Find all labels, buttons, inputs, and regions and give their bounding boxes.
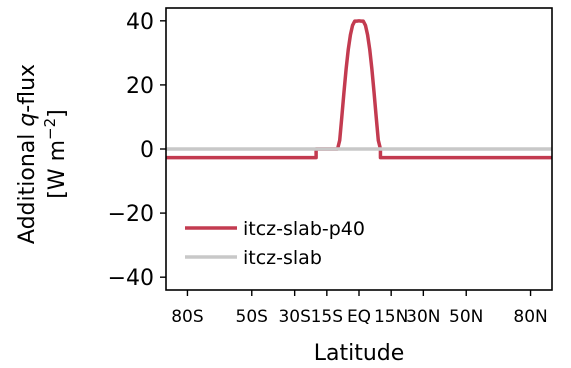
- y-tick-label: −40: [108, 266, 154, 291]
- x-tick-label: 50S: [236, 307, 268, 327]
- legend-label: itcz-slab: [243, 247, 322, 269]
- legend: itcz-slab-p40 itcz-slab: [185, 218, 365, 269]
- y-axis-unit-suffix: ]: [45, 109, 70, 118]
- legend-label: itcz-slab-p40: [243, 218, 365, 240]
- x-tick-label: 30N: [406, 307, 440, 327]
- series-line-itcz-slab-p40: [166, 19, 552, 160]
- series-layer: [166, 19, 552, 160]
- x-tick-label: 15S: [311, 307, 343, 327]
- y-tick-label: 20: [126, 74, 154, 99]
- y-axis-label-line1: Additional q-flux: [15, 64, 40, 244]
- x-tick-label: 50N: [449, 307, 483, 327]
- y-axis-unit-prefix: [W m: [45, 140, 70, 199]
- x-tick-label: 15N: [374, 307, 408, 327]
- x-tick-label: 30S: [278, 307, 310, 327]
- y-axis-unit-superscript: −2: [41, 118, 59, 140]
- y-tick-label: 40: [126, 10, 154, 35]
- x-tick-label: EQ: [347, 307, 371, 327]
- y-tick-label: 0: [140, 138, 154, 163]
- y-axis-label-italic: q: [15, 113, 40, 127]
- y-axis-ticks: 40 20 0 −20 −40: [108, 10, 166, 291]
- y-tick-label: −20: [108, 202, 154, 227]
- y-axis-label: Additional q-flux [W m−2]: [15, 64, 70, 244]
- x-tick-label: 80S: [171, 307, 203, 327]
- y-axis-label-line2: [W m−2]: [41, 109, 70, 198]
- x-axis-label: Latitude: [314, 341, 405, 366]
- y-axis-label-prefix: Additional: [15, 127, 40, 244]
- y-axis-label-suffix: -flux: [15, 64, 40, 113]
- x-tick-label: 80N: [513, 307, 547, 327]
